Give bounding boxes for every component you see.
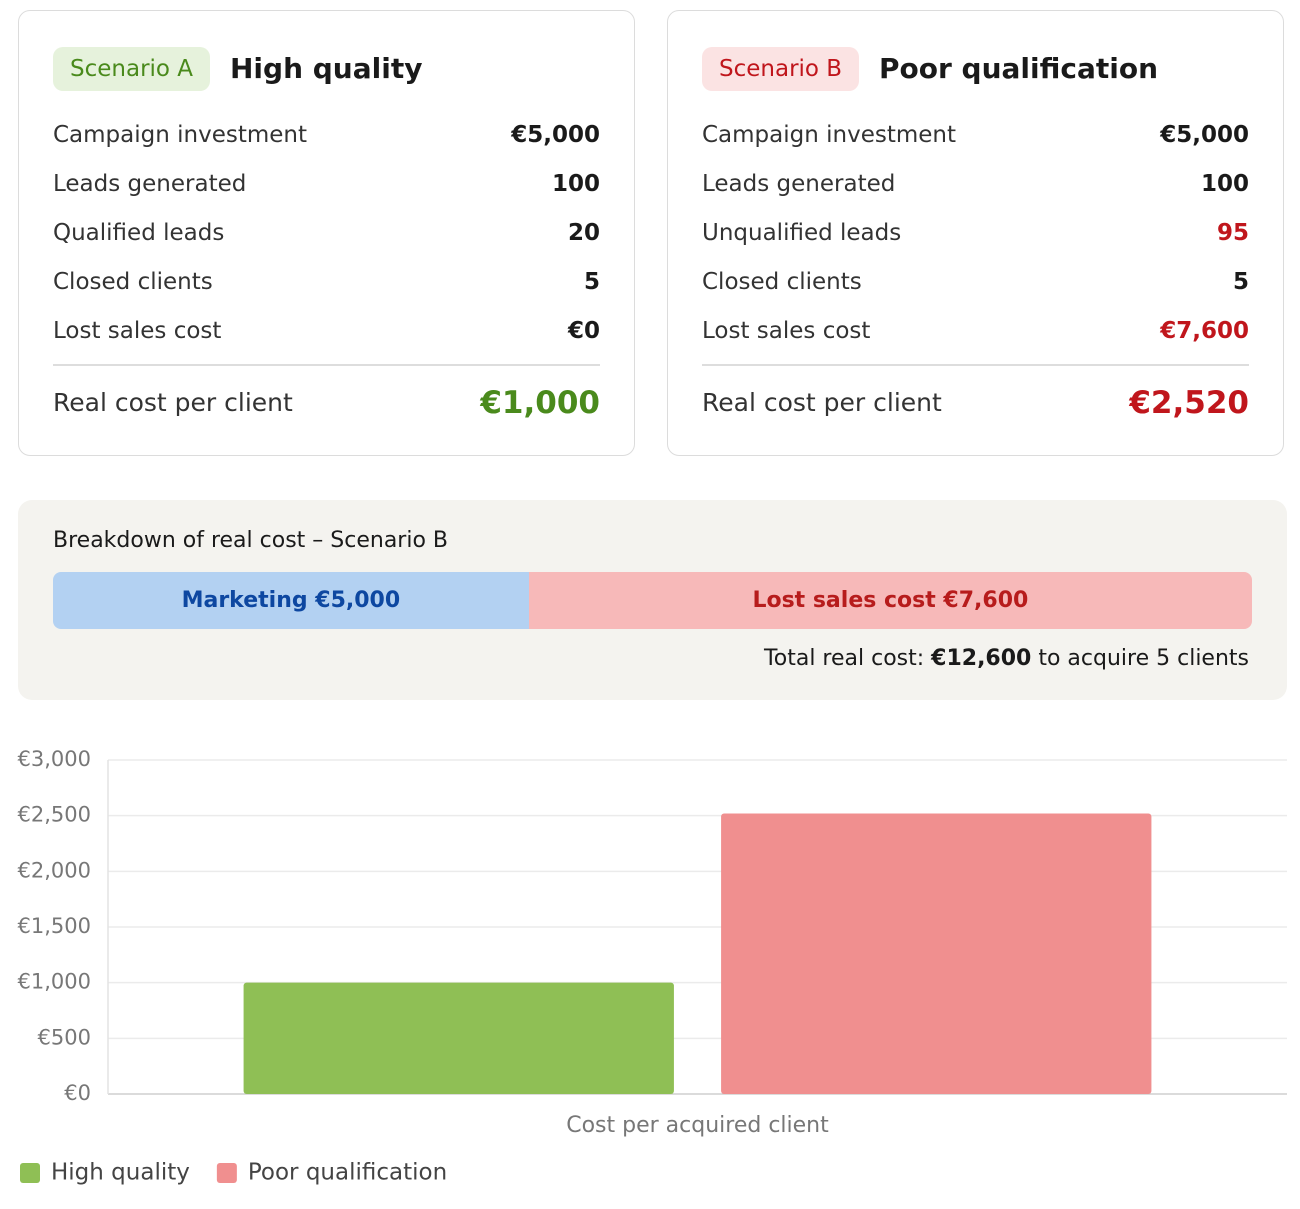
row-label: Campaign investment <box>702 122 957 148</box>
legend-label: High quality <box>51 1160 190 1186</box>
total-suffix: to acquire 5 clients <box>1031 646 1249 671</box>
scenario-title: High quality <box>230 52 423 85</box>
row-label: Closed clients <box>53 269 213 295</box>
y-tick-label: €2,500 <box>18 803 91 827</box>
legend-swatch <box>216 1163 237 1183</box>
row-value: 95 <box>1216 220 1249 246</box>
total-value: €2,520 <box>1129 385 1249 421</box>
row-label: Leads generated <box>702 171 896 197</box>
row-label: Lost sales cost <box>702 318 871 344</box>
row-label: Unqualified leads <box>702 220 902 246</box>
row-value: €5,000 <box>1160 122 1249 148</box>
legend-label: Poor qualification <box>248 1160 447 1186</box>
row-value: €5,000 <box>511 122 600 148</box>
scenario-card: Scenario B Poor qualification Campaign inv… <box>667 10 1284 456</box>
row-value: €7,600 <box>1160 318 1249 344</box>
row-value: 5 <box>583 269 600 295</box>
breakdown-bar: Marketing €5,000 Lost sales cost €7,600 <box>53 572 1252 629</box>
breakdown-segment: Lost sales cost €7,600 <box>528 572 1252 629</box>
legend-swatch <box>20 1163 40 1183</box>
scenario-title: Poor qualification <box>879 52 1159 85</box>
bar <box>721 813 1152 1094</box>
row-label: Closed clients <box>702 269 862 295</box>
breakdown-panel: Breakdown of real cost – Scenario B Mark… <box>18 500 1287 700</box>
row-value: 20 <box>567 220 600 246</box>
breakdown-title: Breakdown of real cost – Scenario B <box>53 528 449 553</box>
row-label: Leads generated <box>53 171 247 197</box>
total-prefix: Total real cost: <box>764 646 932 671</box>
y-tick-label: €0 <box>64 1081 91 1105</box>
x-axis-label: Cost per acquired client <box>566 1113 829 1138</box>
y-tick-label: €3,000 <box>18 747 91 771</box>
total-amount: €12,600 <box>931 646 1032 671</box>
total-label: Real cost per client <box>53 388 293 417</box>
y-tick-label: €2,000 <box>18 858 91 882</box>
breakdown-total: Total real cost: €12,600 to acquire 5 cl… <box>764 646 1249 671</box>
total-value: €1,000 <box>480 385 600 421</box>
divider <box>702 364 1249 366</box>
y-tick-label: €1,500 <box>18 914 91 938</box>
bar <box>243 982 674 1094</box>
total-label: Real cost per client <box>702 388 942 417</box>
y-tick-label: €1,000 <box>18 970 91 994</box>
scenario-card: Scenario A High quality Campaign investmen… <box>18 10 635 456</box>
row-value: 100 <box>1200 171 1249 197</box>
breakdown-segment: Marketing €5,000 <box>53 572 529 629</box>
scenario-badge: Scenario A <box>53 47 211 91</box>
scenario-badge: Scenario B <box>702 47 860 91</box>
row-label: Qualified leads <box>53 220 225 246</box>
row-value: €0 <box>567 318 600 344</box>
divider <box>53 364 600 366</box>
row-value: 100 <box>551 171 600 197</box>
row-label: Lost sales cost <box>53 318 222 344</box>
y-tick-label: €500 <box>38 1025 91 1049</box>
row-label: Campaign investment <box>53 122 308 148</box>
row-value: 5 <box>1232 269 1249 295</box>
